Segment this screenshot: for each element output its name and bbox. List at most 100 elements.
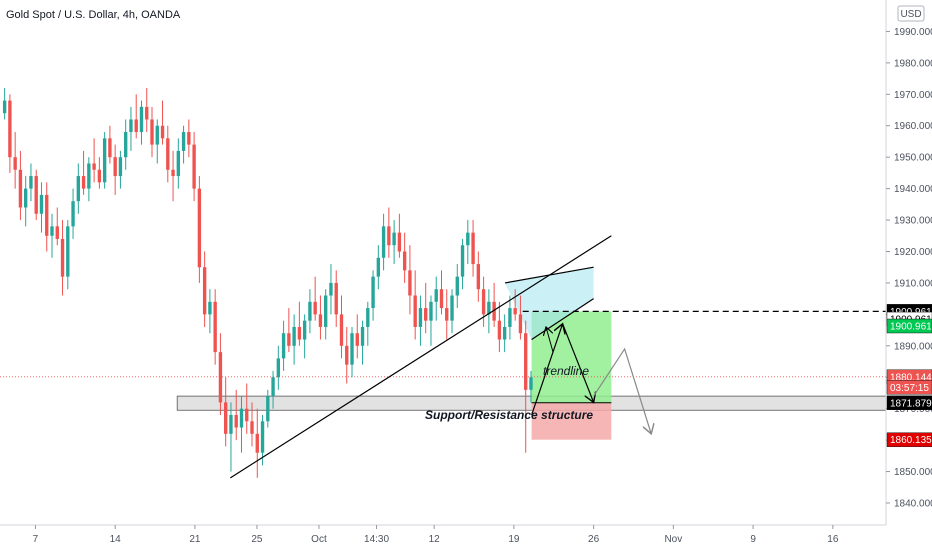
candle-body: [171, 169, 175, 177]
projection-arrow-up: [531, 324, 563, 416]
y-tick-label: 1970.000: [894, 90, 932, 101]
wedge-lower-line: [531, 298, 594, 341]
candle-body: [513, 308, 517, 315]
candle-body: [387, 226, 391, 246]
price-badge: [886, 395, 932, 410]
x-tick-label: 9: [750, 534, 756, 545]
candle-body: [492, 301, 496, 321]
y-tick-label: 1910.000: [894, 278, 932, 289]
price-badge-label: 1871.879: [890, 398, 932, 409]
trendline-label: trendline: [543, 364, 589, 378]
candle-body: [339, 314, 344, 346]
candle-body: [355, 333, 359, 346]
y-tick-label: 1890.000: [894, 341, 932, 352]
candle-body: [13, 157, 17, 170]
y-tick-label: 1850.000: [894, 467, 932, 478]
candle-body: [224, 402, 228, 434]
candle-body: [281, 333, 286, 359]
projection-arrow-down: [562, 323, 594, 403]
price-badge-label: 1900.961: [890, 322, 932, 333]
candle-body: [376, 257, 381, 277]
candle-body: [345, 345, 349, 365]
y-tick-label: 1930.000: [894, 216, 932, 227]
currency-button-label: USD: [900, 9, 921, 20]
projection-arrow-grey: [593, 347, 652, 434]
price-badge: [886, 380, 932, 395]
candle-body: [502, 326, 507, 340]
candle-body: [97, 169, 102, 183]
candle-body: [360, 326, 365, 346]
candle-body: [413, 295, 417, 327]
candle-body: [487, 301, 491, 315]
trendline-pointer-arrow: [546, 327, 554, 353]
candle-body: [76, 176, 81, 202]
x-tick-label: Nov: [664, 534, 682, 545]
candle-body: [266, 396, 270, 422]
chart-title: Gold Spot / U.S. Dollar, 4h, OANDA: [6, 9, 181, 21]
candle-body: [166, 138, 170, 170]
candle-body: [481, 289, 486, 315]
candle-body: [471, 232, 475, 265]
candle-body: [34, 176, 38, 214]
candle-body: [213, 301, 217, 353]
candle-body: [455, 276, 459, 296]
candle-body: [102, 138, 107, 183]
candle-body: [160, 125, 165, 139]
candle-body: [113, 157, 117, 177]
candle-body: [402, 251, 407, 271]
candle-body: [271, 377, 275, 397]
candle-body: [108, 138, 112, 158]
currency-button[interactable]: [897, 5, 925, 22]
candle-body: [66, 226, 70, 277]
wedge-upper-line: [504, 266, 594, 284]
candle-body: [176, 150, 181, 177]
candle-body: [439, 289, 444, 309]
candle-body: [118, 157, 123, 177]
y-tick-label: 1940.000: [894, 184, 932, 195]
candle-body: [292, 326, 296, 346]
candle-body: [245, 408, 249, 422]
candle-body: [192, 144, 196, 189]
candle-body: [250, 421, 254, 434]
candle-body: [92, 163, 96, 170]
x-tick-label: 12: [429, 534, 441, 545]
candle-body: [418, 308, 423, 327]
candle-body: [208, 301, 212, 315]
x-tick-label: 25: [251, 534, 263, 545]
candle-body: [39, 194, 44, 214]
candle-body: [466, 232, 470, 246]
candle-body: [508, 308, 512, 327]
candle-body: [134, 119, 138, 133]
candle-body: [139, 106, 144, 133]
y-tick-label: 1950.000: [894, 153, 932, 164]
candle-body: [334, 282, 338, 315]
candle-body: [518, 314, 523, 334]
candle-body: [229, 414, 233, 434]
candle-body: [218, 352, 223, 403]
x-tick-label: 7: [33, 534, 39, 545]
candle-body: [202, 267, 207, 315]
candle-body: [371, 276, 375, 309]
price-badge-label: 1860.135: [890, 435, 932, 446]
candle-body: [24, 188, 28, 208]
y-tick-label: 1990.000: [894, 27, 932, 38]
candle-body: [424, 308, 428, 321]
candle-body: [297, 326, 302, 340]
candle-body: [434, 289, 438, 302]
candle-body: [408, 270, 412, 296]
x-tick-label: 21: [189, 534, 201, 545]
candle-body: [124, 132, 128, 158]
x-tick-label: 19: [508, 534, 520, 545]
y-tick-label: 1840.000: [894, 498, 932, 509]
candle-body: [397, 232, 402, 252]
candle-body: [239, 408, 244, 428]
candle-body: [187, 132, 191, 145]
candle-body: [255, 433, 259, 453]
candle-body: [129, 119, 133, 133]
candle-body: [381, 226, 386, 258]
price-badge-label: 1880.144: [890, 372, 932, 383]
candle-body: [197, 188, 202, 268]
